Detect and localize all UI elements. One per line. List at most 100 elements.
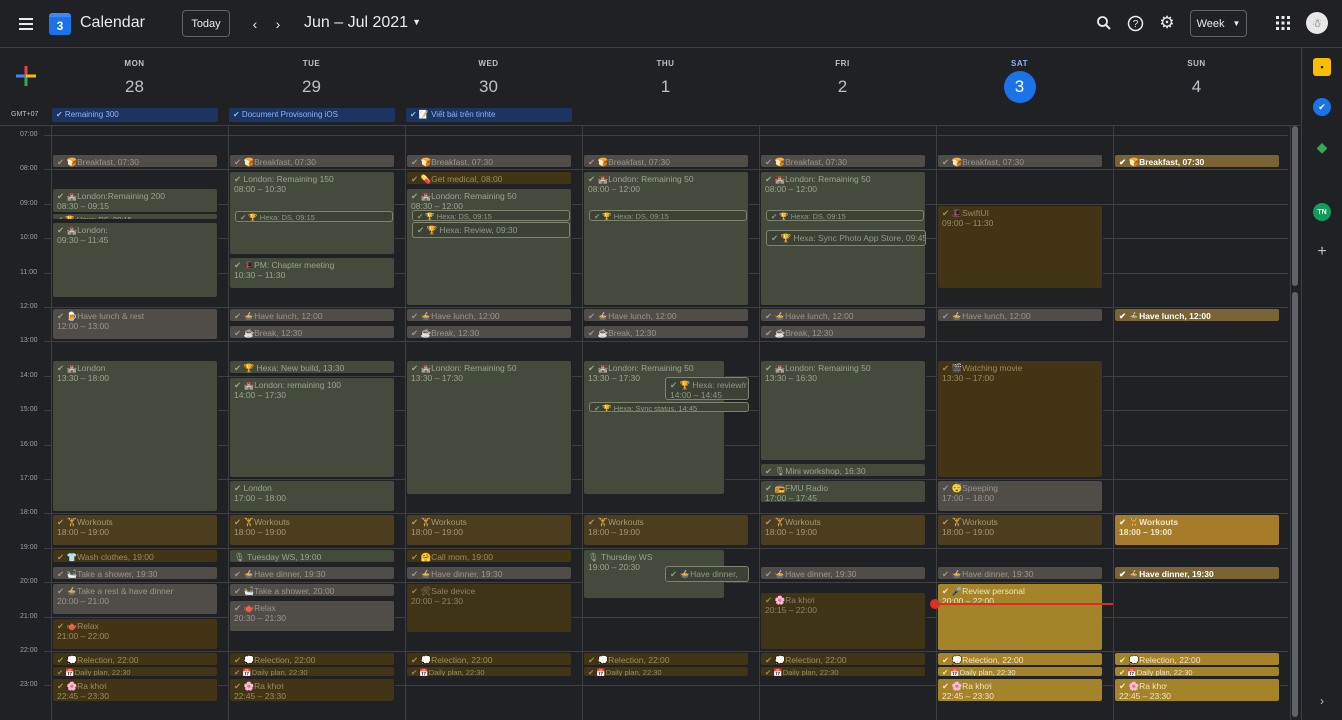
calendar-event[interactable]: ✔ 💭Relection, 22:00 (229, 652, 395, 666)
calendar-event[interactable]: ✔ 📅Daily plan, 22:30 (1114, 666, 1280, 677)
calendar-event[interactable]: ✔ 🛀Take a shower, 19:30 (52, 566, 218, 580)
calendar-event[interactable]: ✔ 🍺Have lunch & rest 12:00 – 13:00 (52, 308, 218, 340)
expand-panel-chevron-icon[interactable]: › (1320, 694, 1324, 708)
calendar-event[interactable]: ✔ 🎩PM: Chapter meeting 10:30 – 11:30 (229, 257, 395, 289)
main-menu-button[interactable] (12, 8, 40, 40)
grid-scrollbar-thumb[interactable] (1292, 292, 1298, 717)
calendar-event[interactable]: ✔ 🍲Have dinner, 19:30 (1114, 566, 1280, 580)
calendar-event[interactable]: ✔ 📅Daily plan, 22:30 (52, 666, 218, 677)
search-icon[interactable] (1093, 12, 1115, 34)
calendar-event[interactable]: ✔ 🏆 Hexa: DS, 09:15 (52, 213, 218, 220)
calendar-event[interactable]: ✔ 🏆 Hexa: DS, 09:15 (766, 210, 924, 221)
calendar-event[interactable]: ✔ 🍞Breakfast, 07:30 (52, 154, 218, 168)
day-number-button[interactable]: 4 (1191, 77, 1202, 96)
calendar-event[interactable]: ✔ 🏆 Hexa: DS, 09:15 (235, 211, 393, 222)
calendar-event[interactable]: 🎙 Tuesday WS, 19:00 (229, 549, 395, 563)
calendar-event[interactable]: ✔ 🌸Ra khơ 22:45 – 23:30 (1114, 678, 1280, 702)
day-number-button[interactable]: 30 (479, 77, 498, 96)
next-week-button[interactable]: › (275, 16, 281, 32)
calendar-event[interactable]: ✔ 💭Relection, 22:00 (52, 652, 218, 666)
google-apps-icon[interactable] (1272, 12, 1294, 34)
calendar-event[interactable]: ✔ 🏰London: Remaining 50 13:30 – 17:30 (583, 360, 725, 495)
calendar-event[interactable]: ✔ 📅Daily plan, 22:30 (937, 666, 1103, 677)
day-number-button[interactable]: 29 (302, 77, 321, 96)
view-selector[interactable]: Week ▼ (1190, 10, 1247, 37)
calendar-event[interactable]: ✔ 🏆 Hexa: New build, 13:30 (229, 360, 395, 374)
calendar-event[interactable]: ✔ 🍲Have dinner, (665, 566, 749, 582)
calendar-event[interactable]: ✔ 🛀Take a shower, 20:00 (229, 583, 395, 597)
calendar-event[interactable]: ✔ 🍞Breakfast, 07:30 (1114, 154, 1280, 168)
add-addon-icon[interactable]: + (1317, 243, 1327, 260)
calendar-event[interactable]: ✔ 📅Daily plan, 22:30 (406, 666, 572, 677)
calendar-event[interactable]: ✔ ☕Break, 12:30 (406, 325, 572, 339)
calendar-event[interactable]: ✔ 🍲Have lunch, 12:00 (583, 308, 749, 322)
calendar-event[interactable]: ✔ 🎩SwiftUI 09:00 – 11:30 (937, 205, 1103, 289)
day-number-button[interactable]: 2 (837, 77, 848, 96)
calendar-event[interactable]: ✔ 🍞Breakfast, 07:30 (229, 154, 395, 168)
all-day-event[interactable]: ✔ 📝 Viết bài trên tinhte (406, 108, 572, 122)
calendar-event[interactable]: ✔ 📅Daily plan, 22:30 (229, 666, 395, 677)
calendar-event[interactable]: ✔ 💭Relection, 22:00 (760, 652, 926, 666)
calendar-event[interactable]: ✔ 🎤Review personal 20:00 – 22:00 (937, 583, 1103, 651)
calendar-event[interactable]: ✔ 🏰London: Remaining 50 13:30 – 16:30 (760, 360, 926, 461)
calendar-event[interactable]: ✔ 🏋Workouts 18:00 – 19:00 (937, 514, 1103, 546)
calendar-event[interactable]: ✔ 🎙Mini workshop, 16:30 (760, 463, 926, 477)
calendar-event[interactable]: ✔ 🏰London: Remaining 50 08:00 – 12:00 (583, 171, 749, 306)
calendar-event[interactable]: ✔ 🏋Workouts 18:00 – 19:00 (229, 514, 395, 546)
calendar-event[interactable]: ✔ 🏆 Hexa: Review, 09:30 (412, 222, 570, 238)
calendar-event[interactable]: ✔ 🏰London 13:30 – 18:00 (52, 360, 218, 512)
previous-week-button[interactable]: ‹ (252, 16, 258, 32)
maps-icon[interactable]: ◆ (1316, 138, 1328, 155)
all-day-scrollbar[interactable] (1292, 126, 1298, 286)
calendar-event[interactable]: ✔ 🍞Breakfast, 07:30 (760, 154, 926, 168)
calendar-event[interactable]: ✔ 💊Get medical, 08:00 (406, 171, 572, 185)
calendar-event[interactable]: ✔ 🤗Call mom, 19:00 (406, 549, 572, 563)
calendar-event[interactable]: ✔ 📅Daily plan, 22:30 (583, 666, 749, 677)
calendar-event[interactable]: ✔ 🏋Workouts 18:00 – 19:00 (583, 514, 749, 546)
calendar-event[interactable]: ✔ 🏰London: Remaining 50 08:30 – 12:00 (406, 188, 572, 306)
all-day-event[interactable]: ✔ Document Provisoning iOS (229, 108, 395, 122)
calendar-event[interactable]: ✔ 💭Relection, 22:00 (406, 652, 572, 666)
calendar-event[interactable]: ✔ 🏆 Hexa: review/r 14:00 – 14:45 (665, 377, 749, 400)
calendar-event[interactable]: ✔ 💭Relection, 22:00 (1114, 652, 1280, 666)
tasks-icon[interactable]: ✔ (1313, 98, 1331, 116)
contact-tn-icon[interactable]: TN (1313, 203, 1331, 221)
calendar-event[interactable]: ✔ 🏰London: remaining 100 14:00 – 17:30 (229, 377, 395, 478)
help-icon[interactable]: ? (1124, 12, 1146, 34)
day-number-button[interactable]: 3 (1003, 71, 1036, 103)
account-avatar[interactable]: ☃ (1306, 12, 1328, 34)
calendar-event[interactable]: ✔ 🍲Have dinner, 19:30 (406, 566, 572, 580)
calendar-event[interactable]: ✔ 🏋Workouts 18:00 – 19:00 (760, 514, 926, 546)
calendar-event[interactable]: ✔ 🏆 Hexa: DS, 09:15 (589, 210, 747, 221)
calendar-event[interactable]: ✔ ☕Break, 12:30 (583, 325, 749, 339)
calendar-event[interactable]: ✔ 🏆 Hexa: DS, 09:15 (412, 210, 570, 221)
calendar-event[interactable]: ✔ 🍲Have dinner, 19:30 (760, 566, 926, 580)
settings-gear-icon[interactable]: ⚙ (1159, 13, 1175, 32)
calendar-event[interactable]: ✔ 🍲Have dinner, 19:30 (937, 566, 1103, 580)
keep-icon[interactable]: ▪ (1313, 58, 1331, 76)
calendar-event[interactable]: ✔ 💭Relection, 22:00 (937, 652, 1103, 666)
calendar-event[interactable]: ✔ 🍲Have dinner, 19:30 (229, 566, 395, 580)
calendar-event[interactable]: ✔ 🫖Relax 21:00 – 22:00 (52, 618, 218, 650)
calendar-event[interactable]: ✔ 🏰London: Remaining 50 13:30 – 17:30 (406, 360, 572, 495)
calendar-event[interactable]: ✔ 📻FMU Radio 17:00 – 17:45 (760, 480, 926, 503)
calendar-event[interactable]: ✔ 🍲Have lunch, 12:00 (937, 308, 1103, 322)
calendar-event[interactable]: ✔ 🌸Ra khơi 22:45 – 23:30 (52, 678, 218, 702)
calendar-event[interactable]: ✔ 😴Speeping 17:00 – 18:00 (937, 480, 1103, 512)
calendar-event[interactable]: ✔ 🍲Have lunch, 12:00 (1114, 308, 1280, 322)
calendar-event[interactable]: ✔ 🏆 Hexa: Sync status, 14:45 (589, 402, 749, 412)
calendar-event[interactable]: ✔ 🏋Workouts 18:00 – 19:00 (1114, 514, 1280, 546)
calendar-event[interactable]: ✔ 🫖Relax 20:30 – 21:30 (229, 600, 395, 632)
day-number-button[interactable]: 28 (125, 77, 144, 96)
create-event-plus-icon[interactable] (10, 60, 42, 92)
calendar-event[interactable]: ✔ 🍲Have lunch, 12:00 (229, 308, 395, 322)
calendar-event[interactable]: ✔ 🏰London: 09:30 – 11:45 (52, 222, 218, 298)
calendar-event[interactable]: ✔ 🍲Have lunch, 12:00 (760, 308, 926, 322)
calendar-event[interactable]: ✔ 🏰London:Remaining 200 08:30 – 09:15 (52, 188, 218, 213)
day-number-button[interactable]: 1 (660, 77, 671, 96)
calendar-event[interactable]: ✔ 🍞Breakfast, 07:30 (937, 154, 1103, 168)
calendar-event[interactable]: ✔ ☕Break, 12:30 (229, 325, 395, 339)
date-range-picker[interactable]: Jun – Jul 2021 ▼ (304, 14, 421, 32)
today-button[interactable]: Today (182, 10, 230, 37)
all-day-event[interactable]: ✔ Remaining 300 (52, 108, 218, 122)
